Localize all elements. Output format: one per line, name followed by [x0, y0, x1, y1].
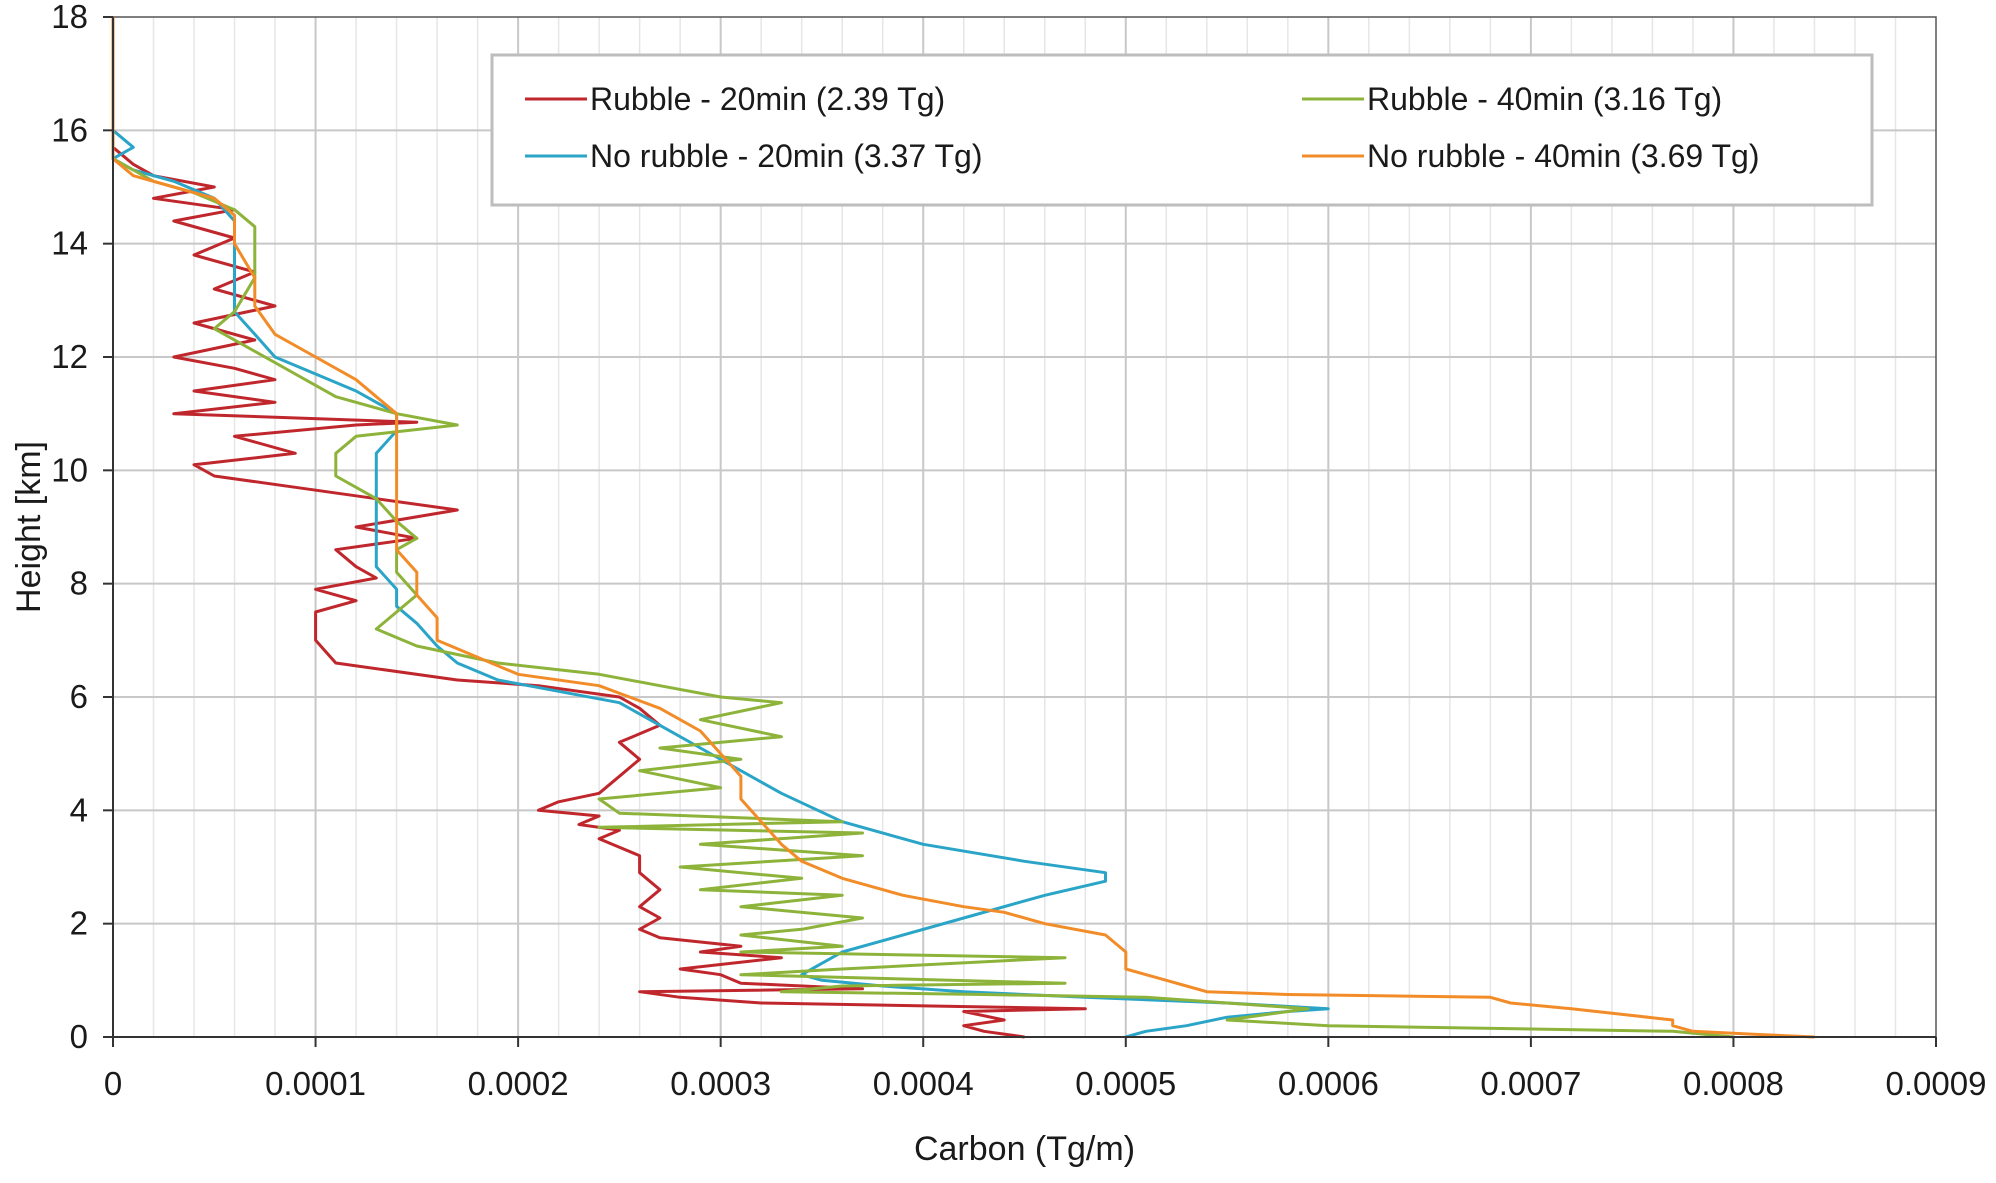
x-tick-label: 0.0001 — [265, 1065, 366, 1102]
x-tick-label: 0.0008 — [1683, 1065, 1784, 1102]
x-tick-label: 0.0005 — [1075, 1065, 1176, 1102]
y-axis: 0 2 4 6 8 10 12 14 16 18 — [51, 0, 114, 1055]
y-tick-label: 0 — [70, 1018, 88, 1055]
legend-item-rubble-40: Rubble - 40min (3.16 Tg) — [1302, 81, 1722, 117]
x-tick-label: 0.0004 — [873, 1065, 974, 1102]
legend: Rubble - 20min (2.39 Tg) No rubble - 20m… — [490, 53, 1874, 207]
x-tick-label: 0.0009 — [1886, 1065, 1987, 1102]
x-tick-label: 0.0002 — [468, 1065, 569, 1102]
legend-item-rubble-20: Rubble - 20min (2.39 Tg) — [525, 81, 945, 117]
legend-label-no-rubble-20: No rubble - 20min (3.37 Tg) — [590, 138, 982, 174]
y-tick-label: 18 — [51, 0, 88, 35]
y-tick-label: 16 — [51, 111, 88, 148]
y-tick-label: 12 — [51, 338, 88, 375]
series-layer — [111, 17, 1815, 1039]
x-tick-label: 0 — [104, 1065, 122, 1102]
y-tick-label: 6 — [70, 678, 88, 715]
x-tick-label: 0.0003 — [670, 1065, 771, 1102]
series-line-1 — [111, 17, 1330, 1039]
x-axis: 0 0.0001 0.0002 0.0003 0.0004 0.0005 0.0006 0.0… — [104, 1036, 1987, 1102]
y-axis-title: Height [km] — [10, 441, 48, 613]
series-line-3 — [111, 17, 1815, 1039]
legend-label-rubble-40: Rubble - 40min (3.16 Tg) — [1367, 81, 1722, 117]
legend-label-no-rubble-40: No rubble - 40min (3.69 Tg) — [1367, 138, 1759, 174]
series-line-2 — [111, 17, 1734, 1039]
y-tick-label: 10 — [51, 451, 88, 488]
x-tick-label: 0.0007 — [1480, 1065, 1581, 1102]
legend-item-no-rubble-40: No rubble - 40min (3.69 Tg) — [1302, 138, 1759, 174]
x-axis-title: Carbon (Tg/m) — [914, 1130, 1135, 1168]
x-tick-label: 0.0006 — [1278, 1065, 1379, 1102]
y-tick-label: 8 — [70, 565, 88, 602]
y-tick-label: 2 — [70, 905, 88, 942]
legend-label-rubble-20: Rubble - 20min (2.39 Tg) — [590, 81, 945, 117]
legend-box — [490, 53, 1874, 207]
legend-item-no-rubble-20: No rubble - 20min (3.37 Tg) — [525, 138, 982, 174]
y-tick-label: 4 — [70, 791, 88, 828]
y-tick-label: 14 — [51, 225, 88, 262]
